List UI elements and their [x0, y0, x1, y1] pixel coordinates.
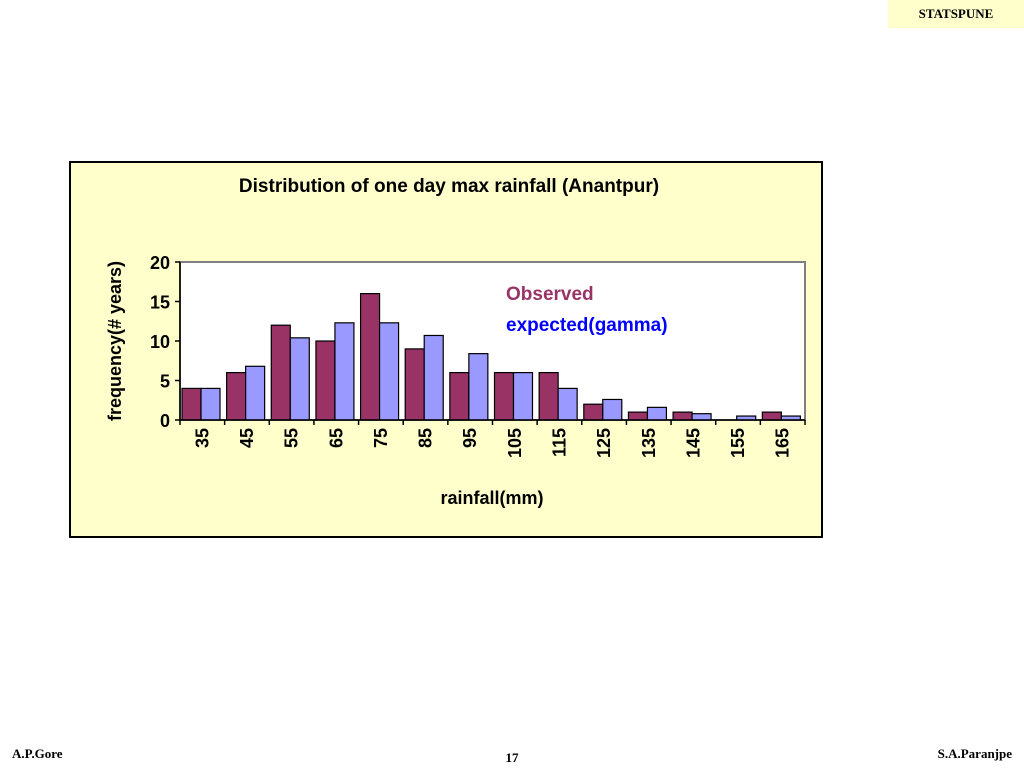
x-axis-label: rainfall(mm): [440, 488, 543, 508]
bar-observed-105: [493, 372, 515, 421]
bar-observed-55: [270, 324, 291, 421]
bar-expected-125: [602, 398, 623, 421]
y-tick-label-15: 15: [150, 293, 170, 313]
bar-observed-35: [181, 387, 202, 421]
x-tick-label-105: 105: [505, 428, 525, 458]
bar-observed-125: [583, 403, 604, 421]
y-axis-label: frequency(# years): [105, 261, 125, 421]
author-left: A.P.Gore: [12, 746, 63, 761]
bar-observed-75: [359, 293, 381, 421]
x-tick-label-135: 135: [639, 428, 659, 458]
x-tick-label-85: 85: [416, 428, 436, 448]
y-tick-label-0: 0: [160, 411, 170, 431]
x-tick-label-35: 35: [192, 428, 212, 448]
bar-expected-115: [557, 387, 578, 421]
x-tick-label-115: 115: [549, 428, 569, 457]
x-tick-label-65: 65: [326, 428, 346, 448]
bar-expected-95: [468, 353, 489, 421]
legend-expected: expected(gamma): [506, 315, 668, 336]
statspune-badge: STATSPUNE: [888, 0, 1024, 28]
author-right: S.A.Paranjpe: [937, 746, 1012, 761]
bar-expected-65: [334, 322, 355, 421]
chart-title: Distribution of one day max rainfall (An…: [239, 176, 659, 197]
y-tick-label-5: 5: [160, 372, 170, 392]
x-tick-label-145: 145: [683, 428, 703, 458]
bar-expected-135: [646, 406, 668, 421]
x-tick-label-75: 75: [371, 428, 391, 448]
bar-expected-55: [289, 337, 310, 421]
x-tick-label-165: 165: [773, 428, 793, 458]
x-tick-label-45: 45: [237, 428, 257, 448]
bar-observed-115: [538, 372, 559, 421]
x-tick-label-155: 155: [728, 428, 748, 458]
bar-observed-95: [449, 372, 470, 421]
x-tick-label-125: 125: [594, 428, 614, 458]
bar-expected-145: [691, 413, 712, 421]
x-tick-label-55: 55: [282, 428, 302, 448]
bar-expected-35: [200, 387, 221, 421]
bar-observed-135: [627, 411, 649, 421]
x-tick-label-95: 95: [460, 428, 480, 448]
bar-observed-45: [226, 372, 247, 421]
bar-expected-105: [512, 372, 534, 421]
page-number: 17: [505, 750, 519, 765]
bar-expected-45: [245, 365, 266, 421]
y-tick-label-20: 20: [150, 253, 170, 273]
bar-expected-75: [378, 322, 400, 421]
bars-group: [181, 293, 801, 421]
bar-observed-85: [404, 348, 425, 421]
legend-observed: Observed: [506, 284, 594, 305]
y-tick-label-10: 10: [150, 332, 170, 352]
axes-group: 0 5 10 15 20 35 45 55 65 75 85 95 105 115 125 135 145 155…: [150, 253, 806, 458]
bar-observed-165: [761, 411, 782, 421]
bar-expected-85: [423, 334, 444, 421]
bar-observed-145: [672, 411, 693, 421]
bar-observed-65: [315, 340, 336, 421]
